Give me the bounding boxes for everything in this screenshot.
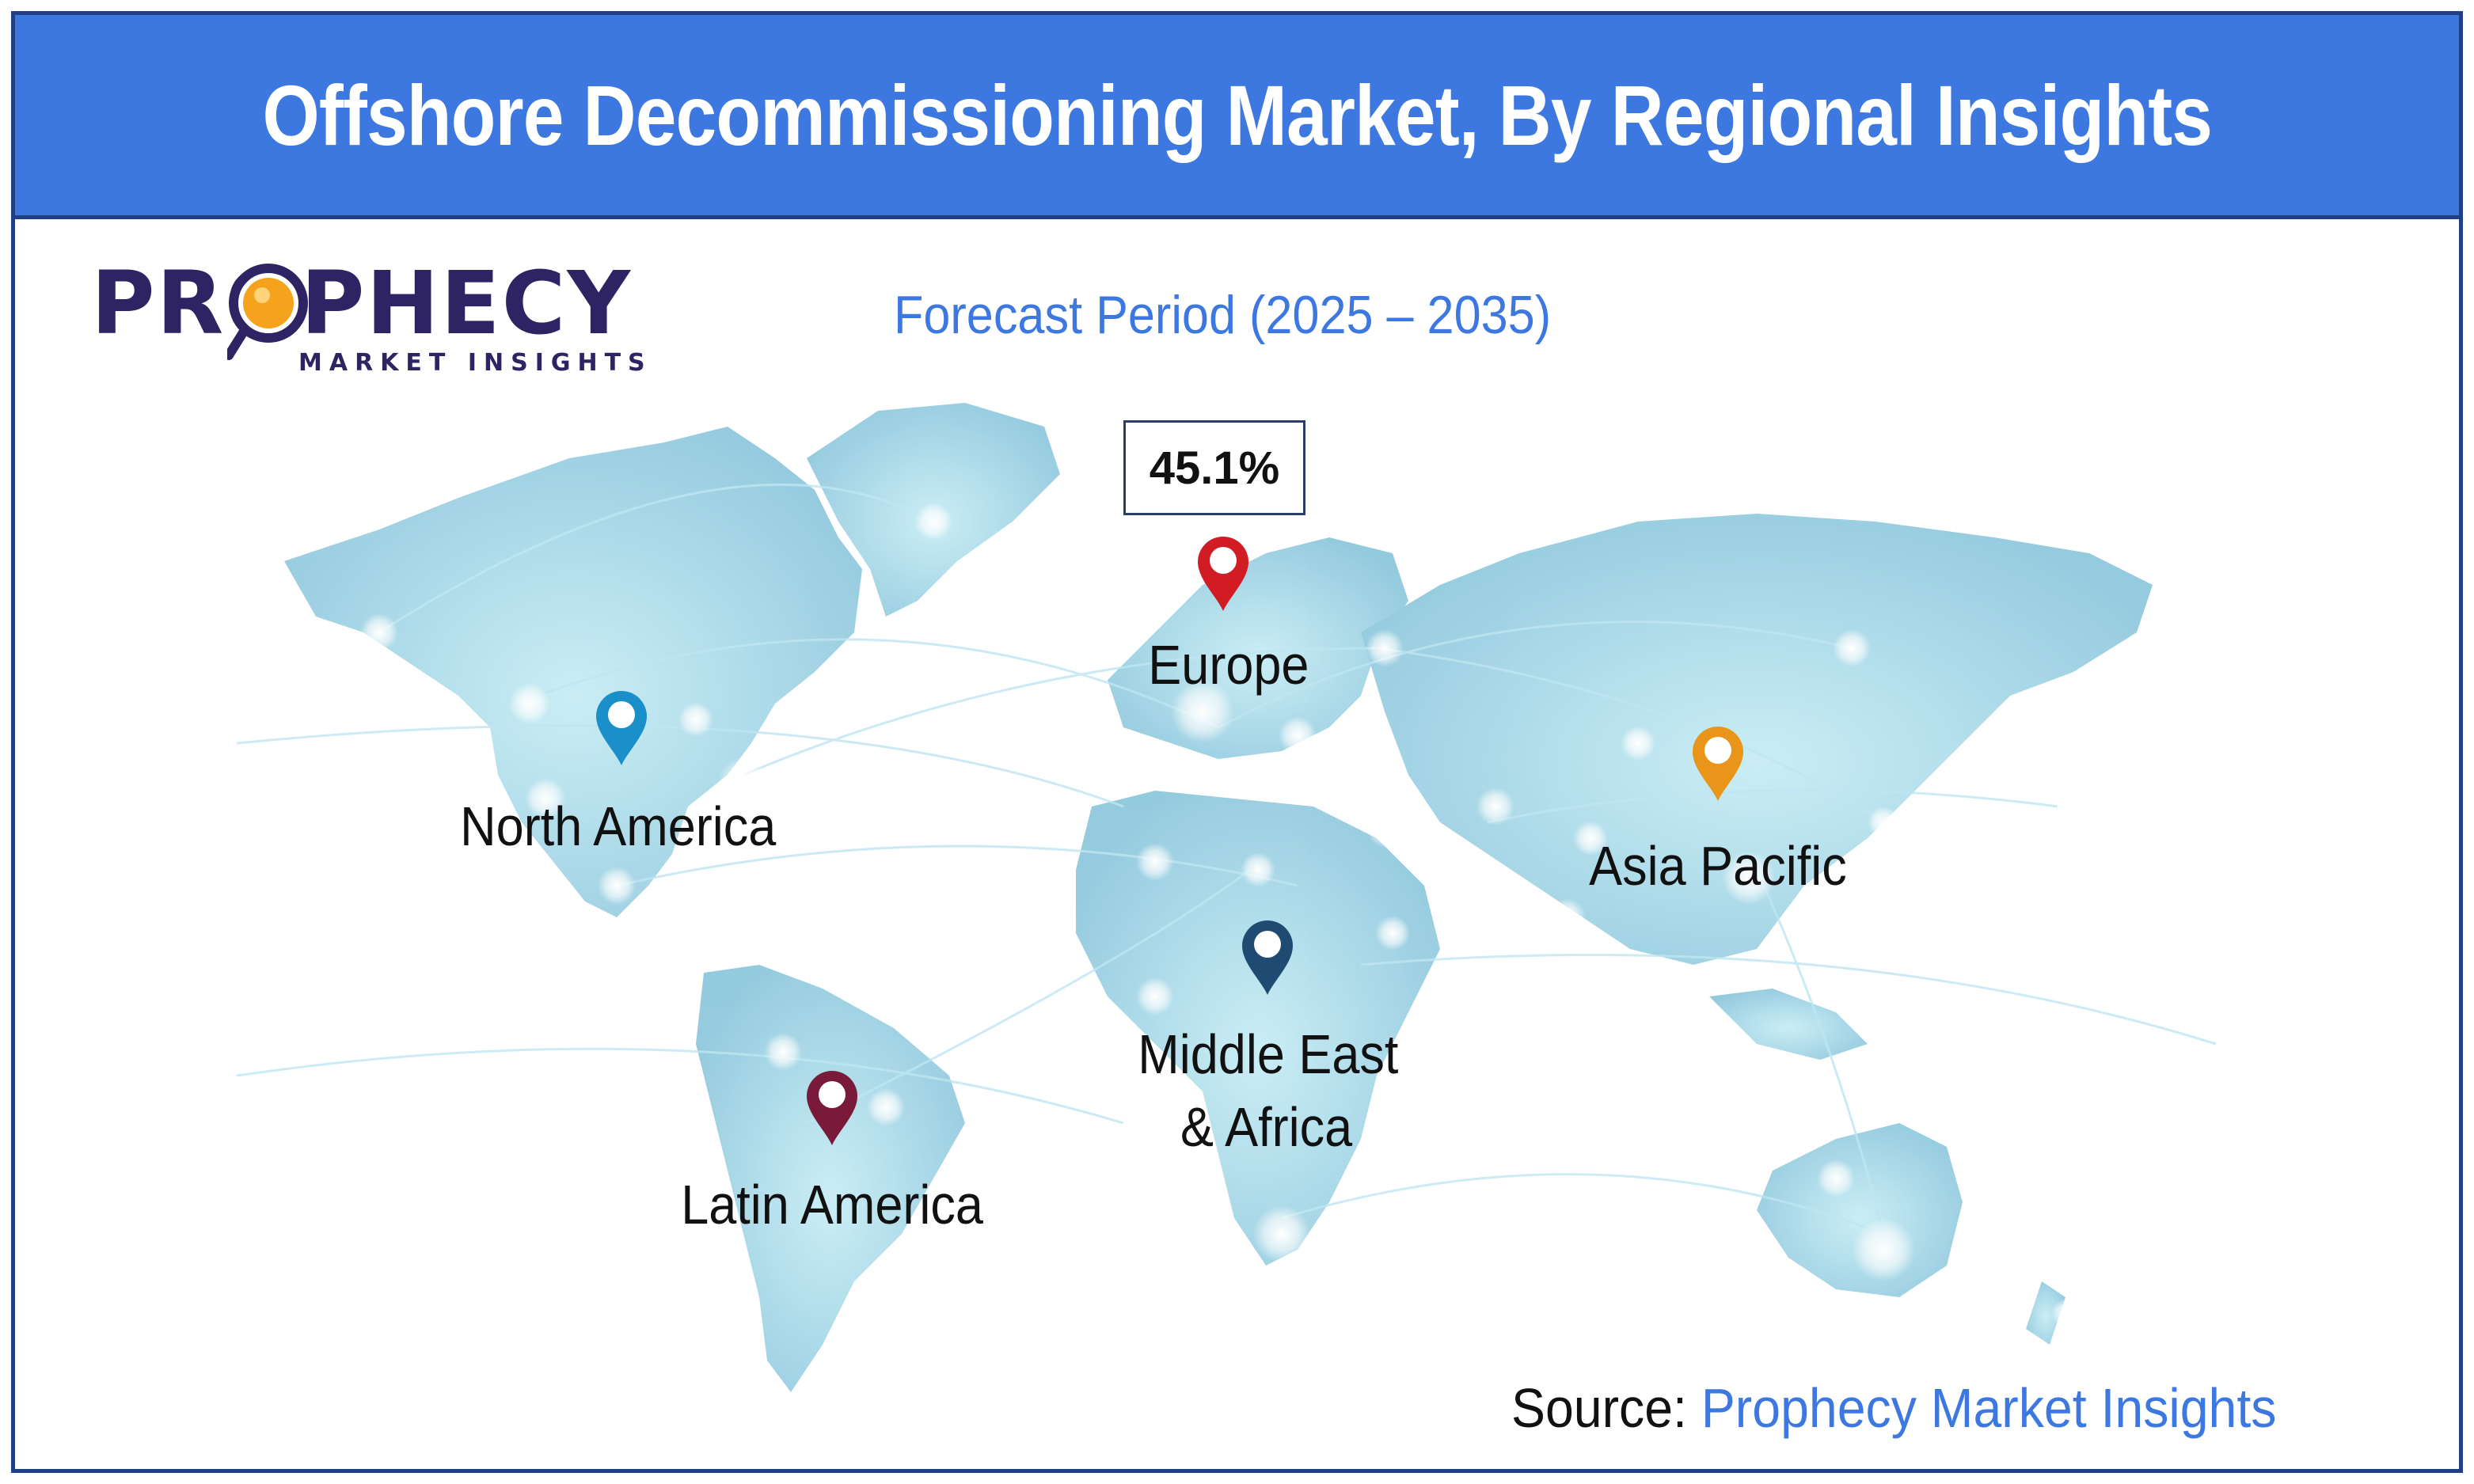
logo-tagline: MARKET INSIGHTS (298, 349, 652, 377)
asia-landmass (1361, 514, 2153, 965)
middle-east-africa-label-line2: & Africa (1180, 1096, 1353, 1158)
infographic-frame: Offshore Decommissioning Market, By Regi… (11, 11, 2463, 1473)
continents (284, 403, 2153, 1392)
europe-label: Europe (1148, 634, 1309, 696)
africa-landmass (1076, 791, 1440, 1266)
southeast-asia-landmass (1709, 989, 1868, 1060)
europe-pin-icon (1198, 537, 1248, 611)
new-zealand-landmass (2026, 1281, 2065, 1345)
asia-pacific-pin-icon (1693, 727, 1743, 801)
middle-east-africa-pin-icon (1242, 920, 1293, 995)
magnifier-icon (227, 264, 308, 360)
logo-wordmark: PROPHECY (91, 252, 633, 354)
page-title: Offshore Decommissioning Market, By Regi… (262, 67, 2212, 163)
north-america-landmass (284, 427, 862, 917)
connection-lines (236, 483, 2217, 1235)
latin-america-label: Latin America (681, 1174, 983, 1235)
asia-pacific-label: Asia Pacific (1589, 835, 1847, 897)
latin-america-pin-icon (807, 1071, 857, 1145)
city-glows (360, 503, 2080, 1327)
header-bar: Offshore Decommissioning Market, By Regi… (15, 15, 2459, 219)
north-america-label: North America (460, 795, 777, 857)
north-america-pin-icon (596, 691, 647, 765)
source-credit: Source: Prophecy Market Insights (1511, 1376, 2276, 1440)
forecast-period: Forecast Period (2025 – 2035) (894, 285, 1552, 345)
brand-logo: PROPHECY MARKET INSIGHTS (91, 252, 645, 387)
europe-share-callout: 45.1% (1123, 420, 1305, 515)
source-prefix: Source: (1511, 1377, 1687, 1439)
middle-east-africa-label-line1: Middle East (1138, 1023, 1399, 1085)
world-map (236, 403, 2217, 1392)
source-name-link[interactable]: Prophecy Market Insights (1701, 1377, 2277, 1439)
